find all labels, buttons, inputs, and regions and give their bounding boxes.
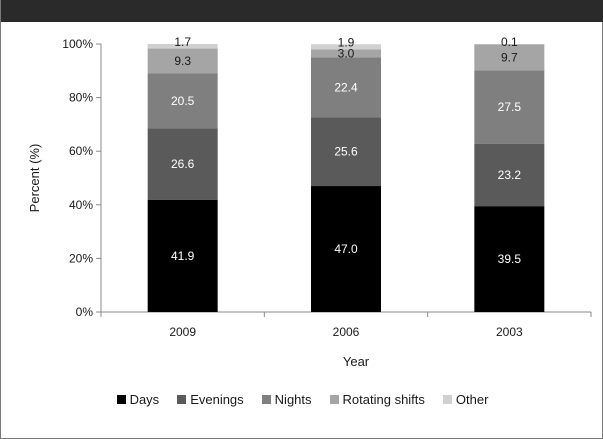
y-tick-label: 80% xyxy=(69,91,93,105)
data-label: 47.0 xyxy=(334,242,358,256)
y-tick-label: 100% xyxy=(62,37,93,51)
legend-swatch xyxy=(329,395,339,404)
legend-item: Days xyxy=(116,392,160,407)
data-label: 9.3 xyxy=(174,54,191,68)
bar-segment xyxy=(311,117,381,187)
data-label: 25.6 xyxy=(334,145,358,159)
bar-segment xyxy=(147,128,218,200)
legend-label: Days xyxy=(129,392,160,407)
bar-segment xyxy=(311,186,381,312)
legend-label: Rotating shifts xyxy=(342,392,425,407)
y-tick-label: 60% xyxy=(69,144,93,158)
data-label: 0.1 xyxy=(501,35,518,49)
x-tick-label: 2009 xyxy=(169,325,196,339)
x-tick-label: 2006 xyxy=(333,325,360,339)
bar-segment xyxy=(311,49,381,58)
data-label: 39.5 xyxy=(498,252,522,266)
title-bar xyxy=(1,0,603,22)
y-tick-label: 20% xyxy=(69,251,93,265)
x-tick-label: 2003 xyxy=(496,325,523,339)
legend-item: Evenings xyxy=(177,392,244,407)
data-label: 20.5 xyxy=(171,94,195,108)
data-label: 23.2 xyxy=(498,168,522,182)
legend-item: Nights xyxy=(261,392,312,407)
legend-swatch xyxy=(442,395,452,404)
legend-swatch xyxy=(177,395,187,404)
data-label: 27.5 xyxy=(498,100,522,114)
legend-item: Rotating shifts xyxy=(329,392,425,407)
bar-segment xyxy=(474,143,545,207)
data-label: 1.7 xyxy=(174,35,191,49)
data-label: 41.9 xyxy=(171,249,195,263)
legend-swatch xyxy=(261,395,271,404)
bar-segment xyxy=(147,48,218,74)
y-axis-title: Percent (%) xyxy=(27,144,42,213)
bar-segment xyxy=(474,70,545,144)
legend-label: Other xyxy=(455,392,489,407)
legend-label: Evenings xyxy=(190,392,244,407)
legend-item: Other xyxy=(442,392,489,407)
data-label: 1.9 xyxy=(338,35,355,49)
bar-segment xyxy=(474,206,545,312)
bar-segment xyxy=(474,44,545,71)
bar-segment xyxy=(147,199,218,312)
bar-segment xyxy=(311,44,381,50)
legend: Days Evenings Nights Rotating shifts Other xyxy=(1,392,603,407)
legend-swatch xyxy=(116,395,126,404)
data-label: 9.7 xyxy=(501,50,518,64)
data-label: 26.6 xyxy=(171,157,195,171)
data-label: 3.0 xyxy=(338,46,355,60)
x-axis-title: Year xyxy=(343,354,370,369)
bar-segment xyxy=(147,73,218,129)
legend-label: Nights xyxy=(274,392,312,407)
bar-segment xyxy=(311,57,381,118)
y-tick-label: 40% xyxy=(69,198,93,212)
data-label: 22.4 xyxy=(334,80,358,94)
bar-segment xyxy=(147,44,218,49)
y-tick-label: 0% xyxy=(76,305,94,319)
